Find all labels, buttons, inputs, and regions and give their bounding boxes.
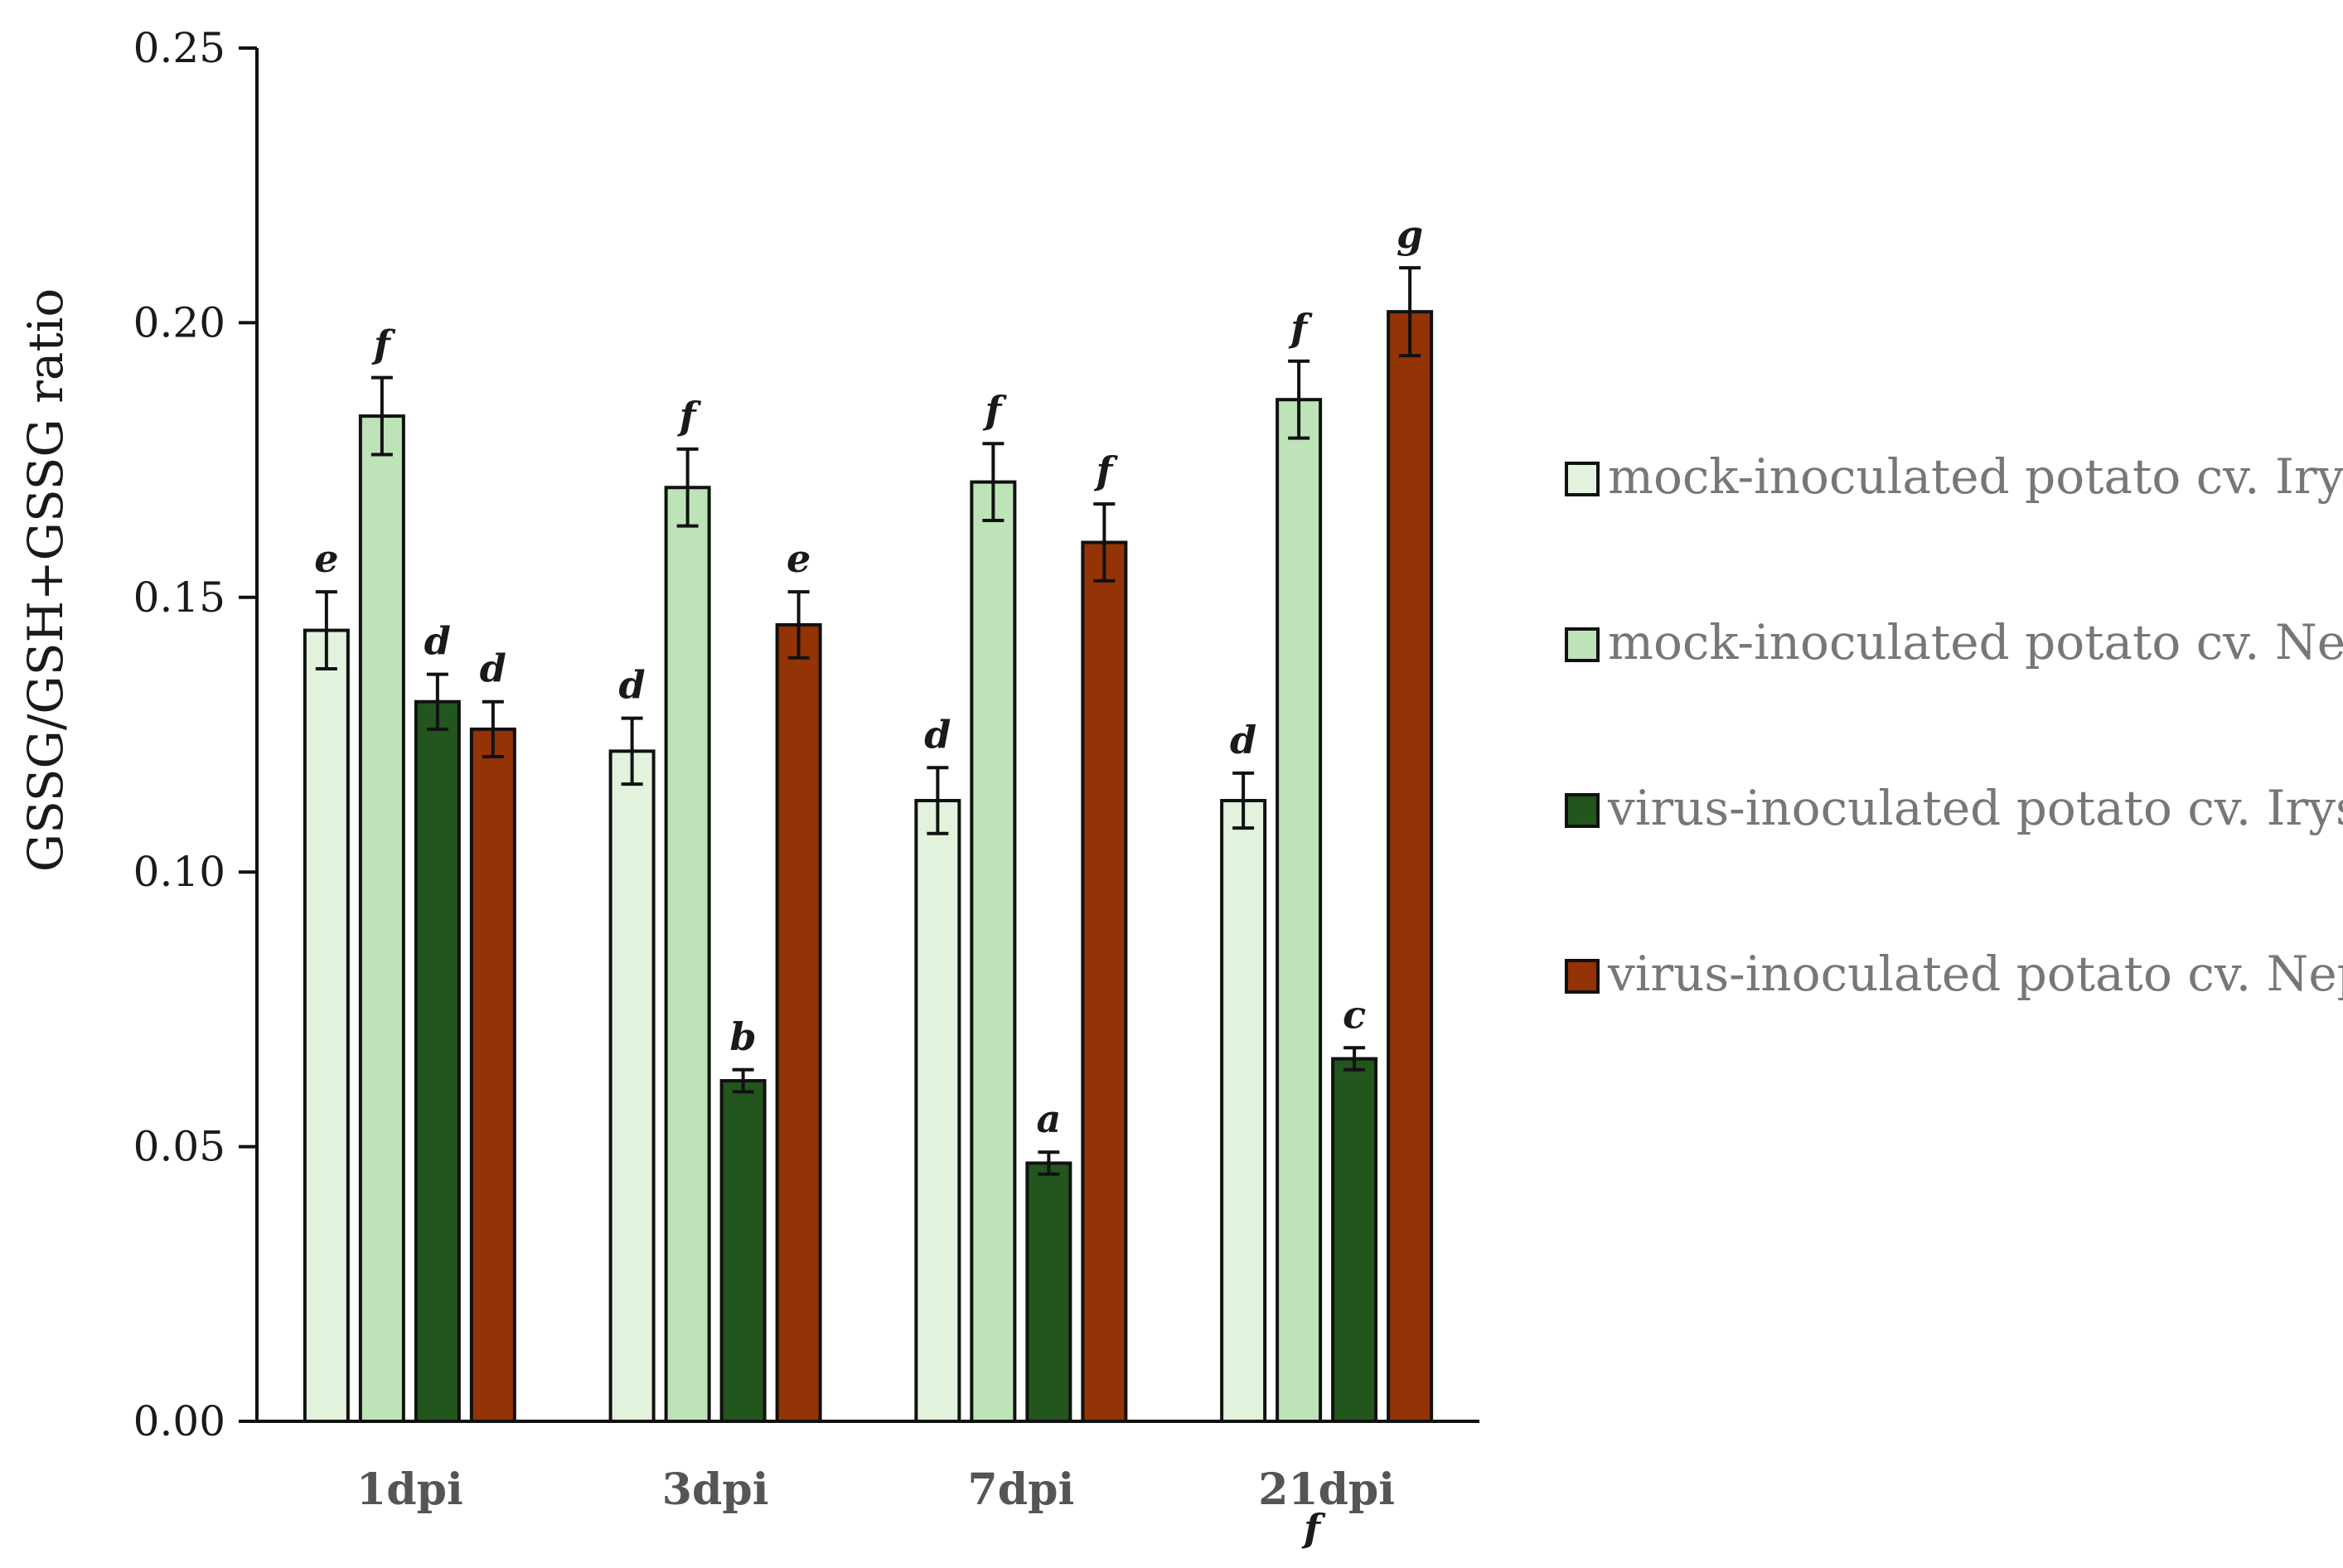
significance-letter: c	[1343, 992, 1366, 1037]
legend-item: virus-inoculated potato cv. Irys	[1565, 780, 2343, 836]
legend-label: virus-inoculated potato cv. Irys	[1607, 780, 2343, 836]
y-tick-label: 0.15	[133, 573, 225, 622]
legend-swatch	[1565, 959, 1600, 994]
y-tick-label: 0.00	[133, 1397, 225, 1445]
significance-letter: g	[1397, 212, 1423, 257]
legend: mock-inoculated potato cv. Irys mock-inoc…	[1565, 448, 2343, 1002]
bar	[1081, 540, 1128, 1423]
legend-label: virus-inoculated potato cv. Neptun	[1607, 946, 2343, 1002]
y-tick-label: 0.10	[133, 848, 225, 896]
bar	[1331, 1057, 1378, 1423]
legend-item: mock-inoculated potato cv. Irys	[1565, 448, 2343, 505]
legend-label: mock-inoculated potato cv. Neptun	[1608, 614, 2343, 670]
bar	[303, 628, 350, 1423]
bar	[358, 414, 405, 1423]
bar	[1025, 1161, 1072, 1423]
x-tick-label: 1dpi	[356, 1464, 463, 1515]
significance-letter: a	[1036, 1096, 1061, 1141]
significance-letter: f	[1288, 306, 1313, 351]
significance-letter: d	[1230, 718, 1256, 762]
significance-letter: f	[1093, 448, 1118, 493]
y-axis-label: GSSG/GSH+GSSG ratio	[17, 288, 74, 873]
y-tick-label: 0.20	[133, 298, 225, 346]
legend-item: mock-inoculated potato cv. Neptun	[1565, 614, 2343, 670]
bar	[914, 799, 961, 1423]
x-axis: 1dpi 3dpi 7dpi 21dpi	[257, 1420, 1479, 1515]
bar	[469, 727, 516, 1423]
significance-letter: f	[982, 388, 1007, 433]
significance-letter: f	[371, 322, 396, 367]
significance-letter: d	[619, 663, 646, 708]
y-tick-label: 0.05	[133, 1123, 225, 1171]
y-axis: 0.00 0.05 0.10 0.15 0.20 0.25	[133, 24, 259, 1445]
bar	[1220, 799, 1267, 1423]
x-tick-label: 21dpi	[1258, 1464, 1395, 1515]
significance-letter: d	[424, 619, 451, 664]
significance-letter: b	[730, 1014, 757, 1059]
legend-swatch	[1565, 627, 1600, 662]
bar	[664, 486, 711, 1423]
legend-swatch	[1565, 462, 1600, 496]
x-tick-label: 7dpi	[968, 1464, 1075, 1515]
bar	[414, 699, 461, 1423]
significance-letter: d	[480, 646, 506, 691]
legend-label: mock-inoculated potato cv. Irys	[1608, 448, 2343, 505]
bar	[608, 749, 656, 1423]
bar	[719, 1079, 767, 1423]
bar	[775, 622, 822, 1423]
x-tick-label: 3dpi	[662, 1464, 769, 1515]
significance-letter: f	[677, 394, 702, 438]
bar	[1387, 310, 1434, 1423]
legend-item: virus-inoculated potato cv. Neptun	[1565, 946, 2343, 1002]
y-tick-label: 0.25	[133, 24, 225, 72]
significance-letter: d	[924, 712, 951, 757]
bar	[1276, 398, 1323, 1423]
significance-letter: e	[787, 536, 811, 581]
significance-letter: e	[314, 536, 338, 581]
legend-swatch	[1565, 793, 1600, 828]
bar	[970, 480, 1017, 1423]
